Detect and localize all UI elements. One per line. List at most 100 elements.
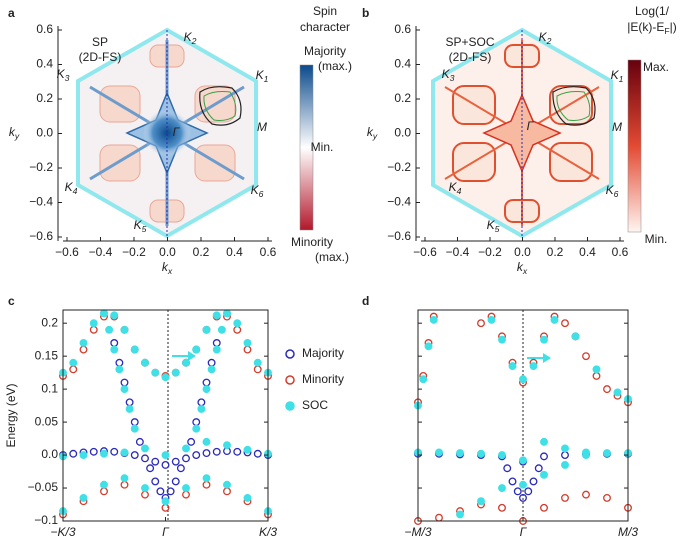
y-tick-label: 0.6 (36, 22, 53, 36)
band-point (498, 335, 506, 344)
band-point (79, 345, 88, 354)
band-point (603, 493, 611, 502)
x-axis-label-main: k (162, 260, 169, 274)
band-point (171, 477, 180, 486)
colorbar-label: Min. (311, 140, 334, 154)
band-point (498, 503, 506, 512)
k-point-label-main: K (611, 68, 620, 82)
band-point (202, 474, 211, 483)
band-point (151, 457, 160, 466)
x-tick-label: −0.2 (478, 245, 502, 259)
band-point (540, 503, 548, 512)
panel-title: SP (92, 35, 108, 49)
colorbar-label: Max. (643, 60, 669, 74)
band-point (110, 345, 119, 354)
band-point (498, 484, 506, 492)
band-point (223, 441, 231, 450)
k-point-label: K2 (184, 30, 197, 46)
y-tick-label: −0.6 (29, 229, 53, 243)
legend-label: Minority (302, 372, 344, 386)
legend-marker (285, 349, 295, 359)
band-point (110, 447, 119, 456)
band-point (120, 378, 129, 387)
band-point (477, 319, 485, 328)
band-point (197, 398, 206, 407)
band-point (141, 484, 149, 492)
band-point (79, 339, 88, 347)
band-point (171, 368, 180, 377)
k-point-label-main: M (612, 120, 622, 134)
x-tick-label: −M/3 (404, 525, 431, 539)
band-point (582, 352, 590, 361)
band-point (508, 362, 517, 370)
x-tick-label: 0.0 (514, 245, 531, 259)
band-point (202, 449, 211, 458)
band-point (130, 418, 139, 427)
k-point-label-sub: 2 (546, 36, 552, 46)
band-point (151, 477, 160, 486)
y-axis-label-sub: y (14, 131, 20, 141)
y-axis-label: Energy (eV) (4, 383, 18, 447)
k-point-label-sub: 5 (495, 224, 500, 234)
band-point (561, 444, 569, 453)
x-axis-label-sub: x (522, 266, 528, 276)
band-point (456, 449, 464, 458)
band-point (187, 437, 196, 446)
band-point (613, 388, 622, 397)
band-point (120, 474, 129, 483)
x-tick-label: −0.6 (413, 245, 437, 259)
band-point (192, 418, 201, 427)
band-point (223, 309, 231, 318)
band-point (540, 470, 548, 479)
k-point-label: K4 (65, 180, 78, 196)
y-tick-label: −0.1 (34, 513, 58, 527)
band-point (69, 365, 78, 374)
panel-title: SP+SOC (445, 35, 494, 49)
k-point-label: Γ (527, 119, 535, 133)
band-point (561, 451, 569, 460)
colorbar-title: character (300, 20, 350, 34)
k-point-label: M (612, 120, 622, 134)
band-point (456, 510, 464, 519)
band-point (171, 457, 180, 466)
x-tick-label: 0.2 (547, 245, 564, 259)
k-point-label-sub: 2 (191, 36, 197, 46)
band-point (105, 325, 114, 334)
x-tick-label: M/3 (618, 525, 638, 539)
band-point (130, 424, 139, 433)
band-point (424, 342, 433, 351)
y-tick-label: −0.6 (387, 229, 411, 243)
y-axis-label: ky (9, 125, 20, 141)
band-point (89, 447, 98, 456)
band-point (130, 345, 139, 354)
k-point-label-main: Γ (173, 125, 181, 139)
band-point (487, 315, 496, 324)
band-point (253, 358, 262, 367)
k-point-label-main: K (134, 218, 143, 232)
band-point (151, 368, 160, 377)
legend-label: Majority (302, 346, 344, 360)
y-tick-label: 0.0 (394, 126, 411, 140)
band-point (498, 451, 506, 460)
y-tick-label: −0.2 (387, 160, 411, 174)
band-point (603, 449, 611, 458)
k-point-label-sub: 3 (450, 73, 455, 83)
band-point (89, 325, 98, 334)
band-point (161, 497, 170, 506)
x-tick-label: −0.4 (446, 245, 470, 259)
band-point (529, 362, 538, 370)
k-point-label-main: K (256, 68, 265, 82)
band-point (130, 451, 139, 460)
band-point (100, 449, 108, 458)
band-point (513, 487, 522, 496)
k-point-label: K1 (611, 68, 624, 84)
x-tick-label: 0.4 (579, 245, 596, 259)
y-tick-label: −0.4 (387, 195, 411, 209)
k-point-label: M (257, 120, 267, 134)
band-point (477, 497, 485, 506)
colorbar-title-tail: |) (670, 20, 677, 34)
y-tick-label: −0.4 (29, 195, 53, 209)
band-point (212, 447, 221, 456)
x-tick-label: 0.6 (260, 245, 277, 259)
